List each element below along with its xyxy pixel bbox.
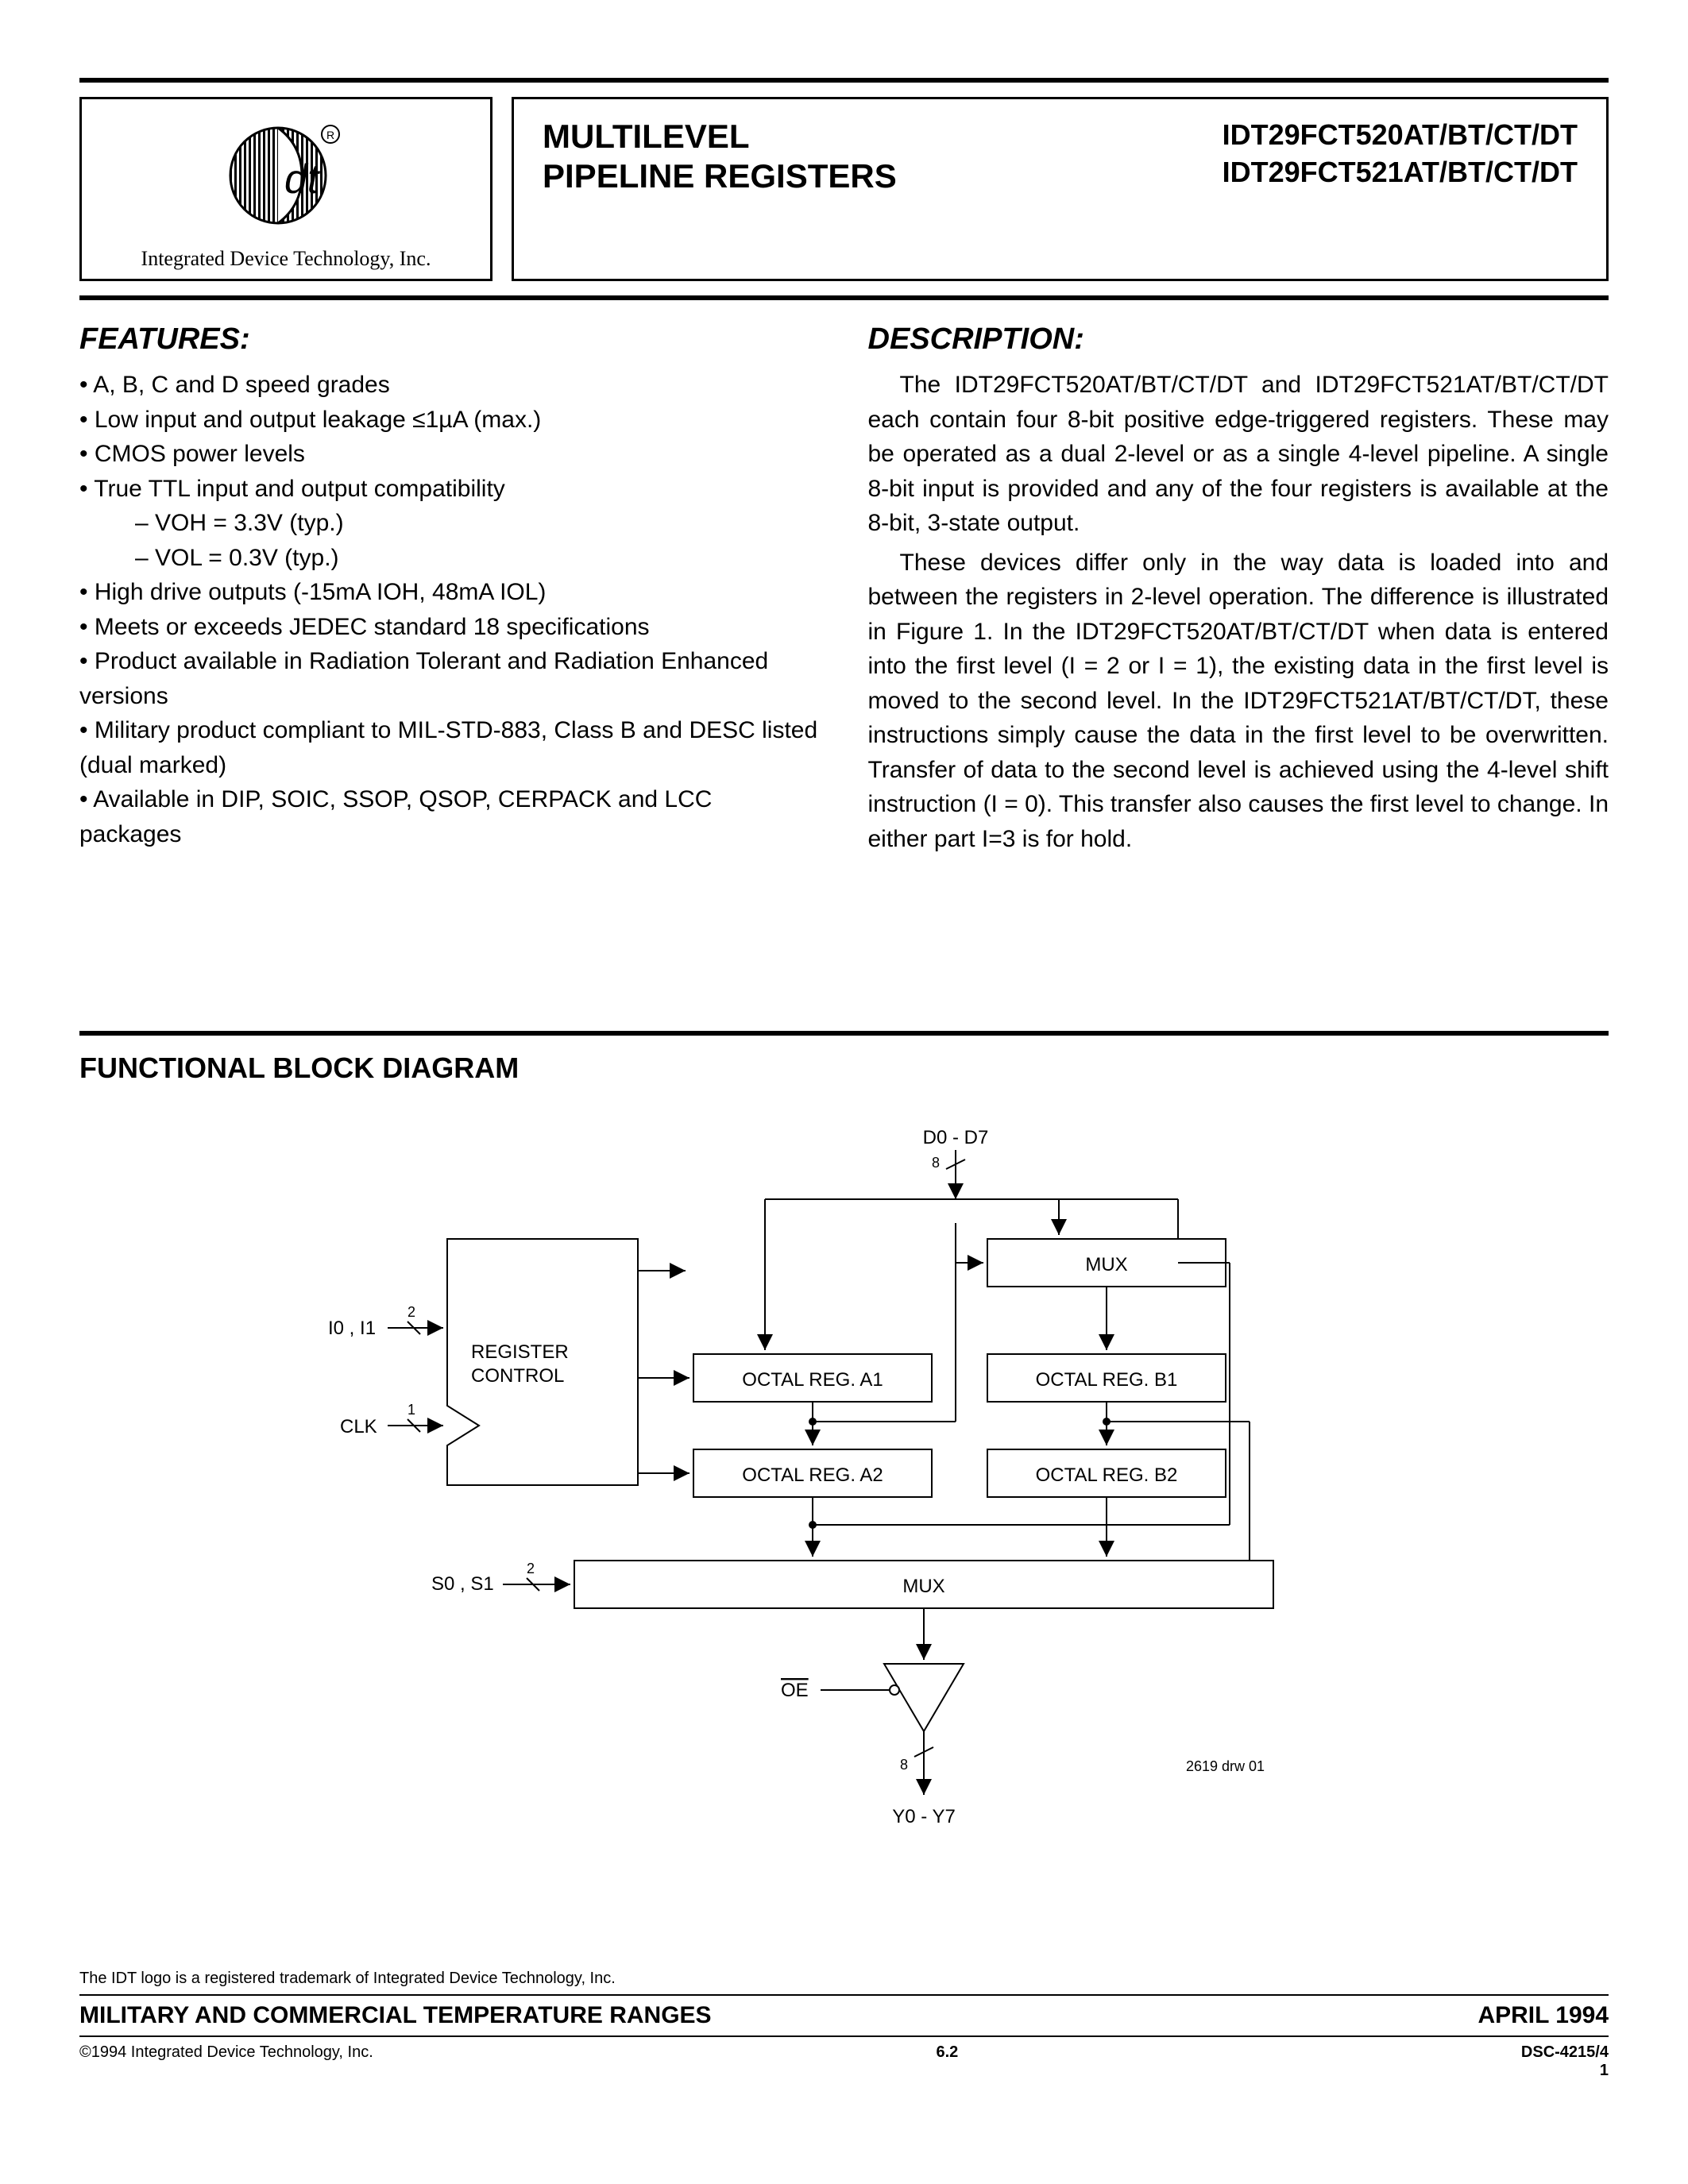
body-columns: FEATURES: A, B, C and D speed grades Low… [79, 322, 1609, 856]
doc-num: DSC-4215/4 [1521, 2043, 1609, 2061]
feat-item: Available in DIP, SOIC, SSOP, QSOP, CERP… [79, 782, 821, 851]
svg-text:Y0 - Y7: Y0 - Y7 [892, 1806, 956, 1827]
svg-text:2619 drw 01: 2619 drw 01 [1186, 1758, 1265, 1774]
svg-text:D0 - D7: D0 - D7 [922, 1127, 988, 1148]
features-list: A, B, C and D speed grades Low input and… [79, 368, 821, 851]
fbd-heading: FUNCTIONAL BLOCK DIAGRAM [79, 1051, 1609, 1085]
svg-text:dt: dt [284, 156, 321, 203]
svg-text:8: 8 [932, 1155, 940, 1171]
copyright: ©1994 Integrated Device Technology, Inc. [79, 2043, 373, 2080]
svg-text:OE: OE [781, 1680, 809, 1701]
features-heading: FEATURES: [79, 322, 821, 357]
svg-text:OCTAL REG. A2: OCTAL REG. A2 [742, 1464, 883, 1486]
diagram-container: D0 - D7 8 MUX REGISTER CONTROL I0 , I1 2… [79, 1112, 1609, 1922]
title-line2: PIPELINE REGISTERS [543, 156, 897, 196]
footer-row: MILITARY AND COMMERCIAL TEMPERATURE RANG… [79, 2002, 1609, 2029]
feat-text: True TTL input and output compatibility [94, 476, 505, 502]
title-box: MULTILEVEL PIPELINE REGISTERS IDT29FCT52… [512, 97, 1609, 281]
desc-para2: These devices differ only in the way dat… [868, 546, 1609, 857]
feat-sub: VOL = 0.3V (typ.) [135, 541, 821, 576]
temp-range: MILITARY AND COMMERCIAL TEMPERATURE RANG… [79, 2002, 712, 2029]
svg-text:CONTROL: CONTROL [471, 1365, 564, 1387]
svg-text:S0 , S1: S0 , S1 [431, 1573, 494, 1595]
feat-item: True TTL input and output compatibility … [79, 472, 821, 576]
doc-title: MULTILEVEL PIPELINE REGISTERS [543, 117, 897, 261]
footer-bottom: ©1994 Integrated Device Technology, Inc.… [79, 2043, 1609, 2080]
svg-text:8: 8 [900, 1757, 908, 1773]
feat-item: High drive outputs (-15mA IOH, 48mA IOL) [79, 575, 821, 610]
rule-top [79, 78, 1609, 83]
svg-text:CLK: CLK [340, 1416, 377, 1437]
features-col: FEATURES: A, B, C and D speed grades Low… [79, 322, 821, 856]
svg-text:2: 2 [527, 1561, 535, 1576]
svg-text:OCTAL REG. A1: OCTAL REG. A1 [742, 1369, 883, 1391]
logo-icon: dt R [222, 114, 350, 241]
page-num: 1 [1600, 2062, 1609, 2079]
svg-text:REGISTER: REGISTER [471, 1341, 569, 1363]
feat-item: Military product compliant to MIL-STD-88… [79, 713, 821, 782]
block-diagram: D0 - D7 8 MUX REGISTER CONTROL I0 , I1 2… [296, 1112, 1393, 1922]
rule-footer1 [79, 1994, 1609, 1996]
svg-text:I0 , I1: I0 , I1 [328, 1318, 376, 1339]
description-heading: DESCRIPTION: [868, 322, 1609, 357]
section-num: 6.2 [936, 2043, 958, 2080]
logo-box: dt R Integrated Device Technology, Inc. [79, 97, 492, 281]
date: APRIL 1994 [1477, 2002, 1609, 2029]
svg-text:MUX: MUX [1085, 1254, 1127, 1275]
feat-item: A, B, C and D speed grades [79, 368, 821, 403]
title-line1: MULTILEVEL [543, 117, 897, 156]
rule-footer2 [79, 2035, 1609, 2037]
company-name: Integrated Device Technology, Inc. [141, 247, 431, 271]
svg-text:2: 2 [408, 1304, 415, 1320]
svg-text:1: 1 [408, 1402, 415, 1418]
svg-text:OCTAL REG. B2: OCTAL REG. B2 [1035, 1464, 1177, 1486]
feat-item: Low input and output leakage ≤1µA (max.) [79, 403, 821, 438]
svg-text:OCTAL REG. B1: OCTAL REG. B1 [1035, 1369, 1177, 1391]
part-numbers: IDT29FCT520AT/BT/CT/DT IDT29FCT521AT/BT/… [1223, 117, 1578, 261]
trademark-note: The IDT logo is a registered trademark o… [79, 1970, 1609, 1988]
pn-line1: IDT29FCT520AT/BT/CT/DT [1223, 117, 1578, 154]
rule-mid [79, 1031, 1609, 1036]
feat-item: Meets or exceeds JEDEC standard 18 speci… [79, 610, 821, 645]
feat-sub: VOH = 3.3V (typ.) [135, 506, 821, 541]
svg-text:MUX: MUX [902, 1576, 944, 1597]
description-col: DESCRIPTION: The IDT29FCT520AT/BT/CT/DT … [868, 322, 1609, 856]
desc-para1: The IDT29FCT520AT/BT/CT/DT and IDT29FCT5… [868, 368, 1609, 541]
rule-below-header [79, 295, 1609, 300]
svg-text:R: R [326, 129, 334, 141]
header-row: dt R Integrated Device Technology, Inc. … [79, 97, 1609, 281]
feat-item: CMOS power levels [79, 437, 821, 472]
pn-line2: IDT29FCT521AT/BT/CT/DT [1223, 154, 1578, 191]
feat-item: Product available in Radiation Tolerant … [79, 644, 821, 713]
